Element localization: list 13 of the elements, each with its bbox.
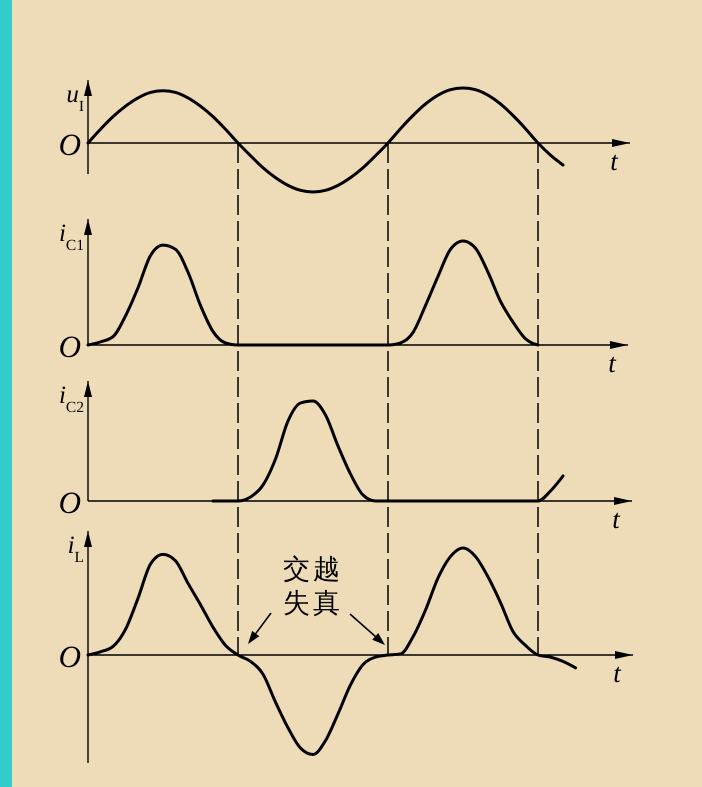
x-axis-title: t [610,146,620,176]
text: O [58,329,81,364]
y-axis-title: i$_{C2}$ [58,382,84,416]
y-axis-title: i$_{C1}$ [58,220,84,254]
x-axis-title: t [608,348,618,378]
x-axis-title: t [612,504,622,534]
text: O [58,127,81,162]
x-axis-title: t [613,658,622,688]
text: O [58,485,81,520]
y-axis-title: u$_{I}$ [66,81,84,114]
y-axis-title: i$_{L}$ [68,532,84,566]
annotation: 交越失真 [283,554,343,618]
text: O [58,639,81,674]
